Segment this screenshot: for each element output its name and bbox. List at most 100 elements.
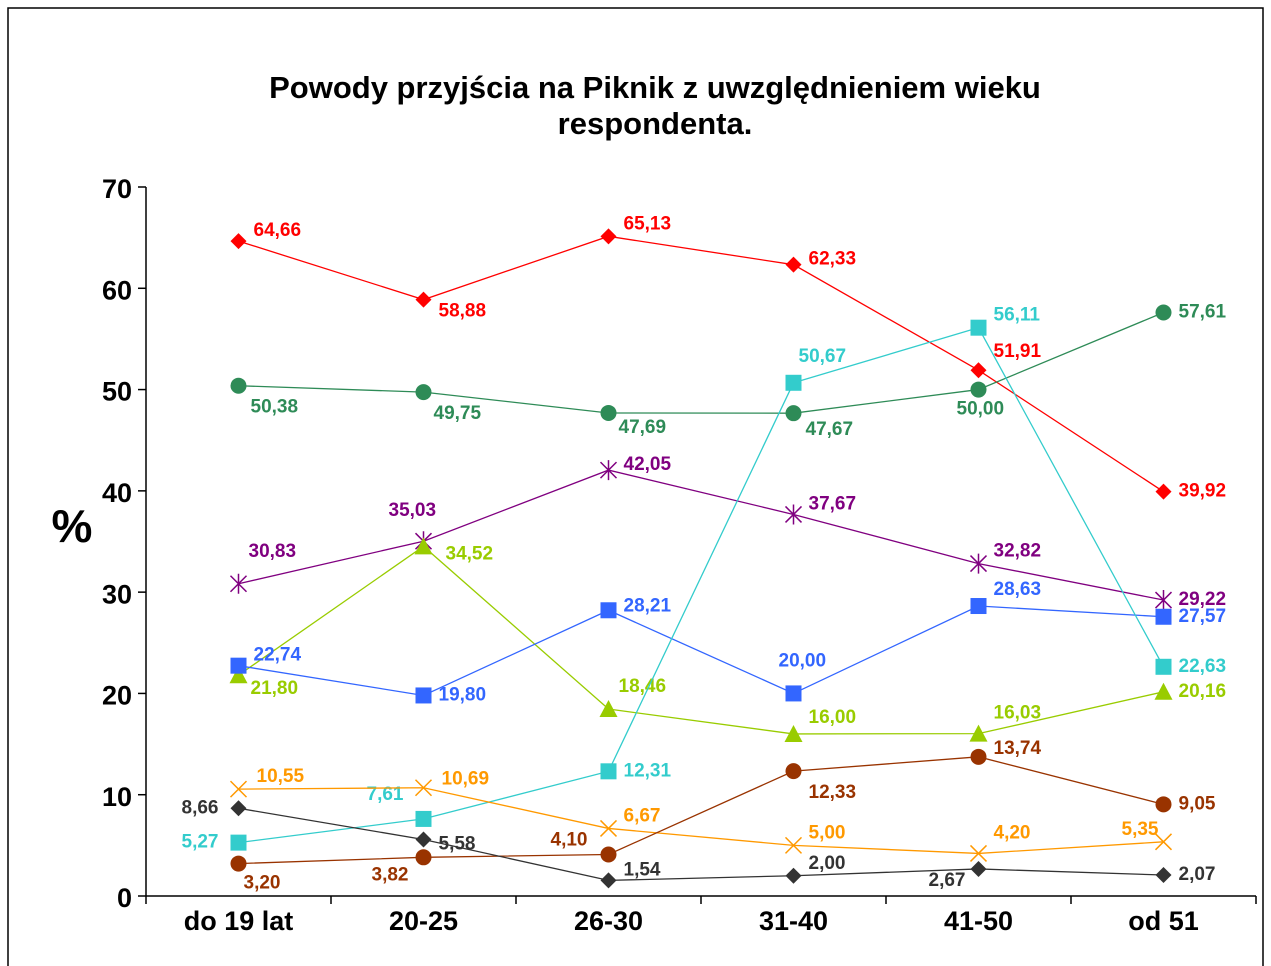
data-label: 50,38: [251, 397, 299, 418]
marker: [785, 374, 802, 391]
data-label: 4,10: [551, 829, 588, 850]
marker: [230, 855, 247, 872]
data-label: 28,63: [994, 579, 1042, 600]
data-label: 3,20: [244, 873, 281, 894]
marker: [785, 256, 802, 273]
data-label: 51,91: [994, 341, 1042, 362]
data-label: 37,67: [809, 493, 857, 514]
marker: [1154, 833, 1173, 851]
data-label: 18,46: [619, 676, 667, 697]
marker: [229, 666, 248, 684]
data-label: 20,00: [779, 650, 827, 671]
data-label: 32,82: [994, 541, 1042, 562]
marker: [969, 553, 988, 574]
data-label: 57,61: [1179, 302, 1227, 323]
data-label: 50,67: [799, 346, 847, 367]
marker: [599, 819, 618, 837]
data-label: 1,54: [624, 859, 661, 880]
data-label: 12,31: [624, 760, 672, 781]
marker: [785, 685, 802, 702]
data-label: 7,61: [367, 784, 404, 805]
data-label: 5,00: [809, 822, 846, 843]
series-line: [238, 545, 1164, 735]
marker: [229, 573, 248, 594]
x-tick-label: 41-50: [944, 906, 1013, 936]
marker: [1154, 682, 1173, 700]
marker: [415, 810, 432, 827]
data-label: 20,16: [1179, 681, 1227, 702]
marker: [1154, 590, 1173, 611]
data-label: 28,21: [624, 595, 672, 616]
marker: [600, 872, 617, 889]
data-label: 6,67: [624, 805, 661, 826]
data-label: 8,66: [182, 797, 219, 818]
marker: [1155, 796, 1172, 813]
data-label: 50,00: [957, 399, 1005, 420]
data-label: 29,22: [1179, 589, 1227, 610]
marker: [600, 404, 617, 421]
y-tick-label: 40: [102, 478, 132, 508]
marker: [599, 700, 618, 718]
marker: [785, 763, 802, 780]
series-line: [238, 756, 1164, 865]
data-label: 22,74: [254, 645, 302, 666]
marker: [970, 362, 987, 379]
data-label: 10,69: [442, 769, 490, 790]
data-label: 19,80: [439, 684, 487, 705]
y-tick-label: 50: [102, 377, 132, 407]
marker: [600, 228, 617, 245]
series-line: [238, 787, 1164, 855]
marker: [415, 291, 432, 308]
series-line: [238, 311, 1164, 414]
data-label: 13,74: [994, 738, 1042, 759]
x-tick-label: do 19 lat: [184, 906, 294, 936]
y-tick-label: 30: [102, 579, 132, 609]
data-label: 9,05: [1179, 793, 1216, 814]
data-label: 58,88: [439, 301, 487, 322]
marker: [1155, 608, 1172, 625]
data-label: 42,05: [624, 454, 672, 475]
series-line: [238, 605, 1164, 697]
series-line: [238, 326, 1165, 844]
marker: [230, 800, 247, 817]
marker: [970, 748, 987, 765]
marker: [415, 384, 432, 401]
y-tick-label: 10: [102, 782, 132, 812]
marker: [1155, 867, 1172, 884]
marker: [600, 763, 617, 780]
marker: [599, 460, 618, 481]
data-label: 47,67: [806, 419, 854, 440]
data-label: 2,07: [1179, 864, 1216, 885]
y-tick-label: 60: [102, 275, 132, 305]
data-label: 27,57: [1179, 606, 1227, 627]
data-label: 65,13: [624, 213, 672, 234]
marker: [784, 836, 803, 854]
marker: [784, 724, 803, 742]
marker: [414, 779, 433, 797]
marker: [230, 834, 247, 851]
data-label: 10,55: [257, 766, 305, 787]
marker: [970, 598, 987, 615]
data-label: 34,52: [446, 543, 494, 564]
chart-title: Powody przyjścia na Piknik z uwzględnien…: [269, 70, 1041, 141]
data-label: 21,80: [251, 678, 299, 699]
data-label: 5,58: [439, 833, 476, 854]
data-label: 3,82: [372, 864, 409, 885]
marker: [969, 724, 988, 742]
marker: [1155, 483, 1172, 500]
data-label: 39,92: [1179, 481, 1227, 502]
marker: [600, 846, 617, 863]
chart-border: [7, 7, 1264, 966]
marker: [970, 319, 987, 336]
data-label: 16,03: [994, 703, 1042, 724]
marker: [415, 849, 432, 866]
data-label: 5,27: [182, 832, 219, 853]
marker: [1155, 304, 1172, 321]
data-label: 62,33: [809, 249, 857, 270]
data-label: 47,69: [619, 417, 667, 438]
series-line: [238, 807, 1164, 882]
marker: [230, 657, 247, 674]
marker: [230, 377, 247, 394]
y-axis-label: %: [52, 500, 93, 552]
